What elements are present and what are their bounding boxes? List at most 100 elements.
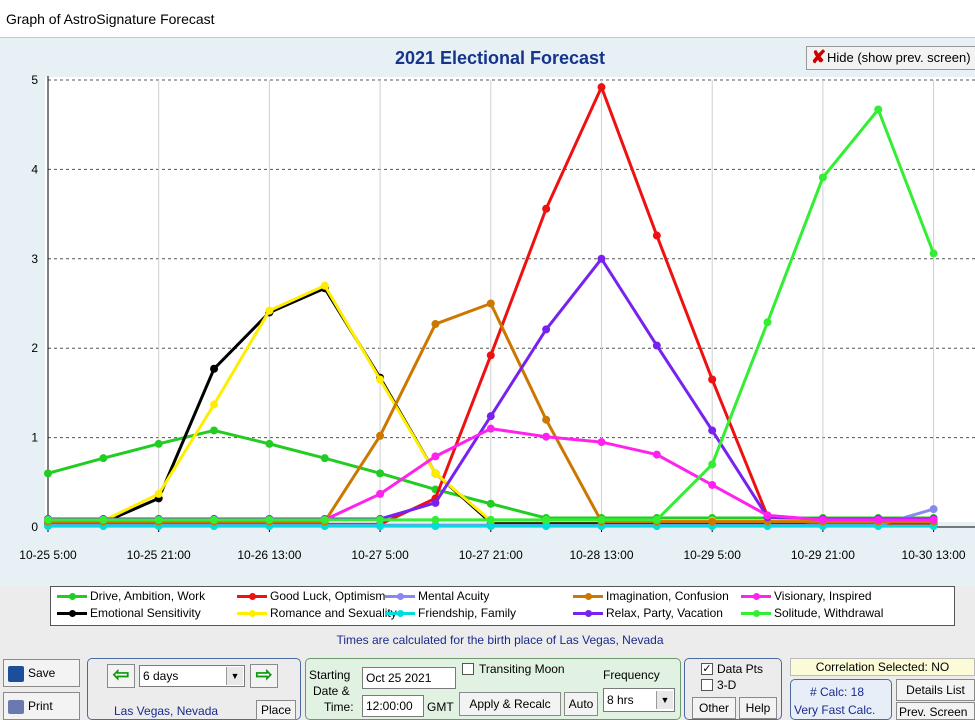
data-point — [708, 480, 717, 489]
data-point — [818, 173, 827, 182]
data-point — [652, 450, 661, 459]
data-point — [874, 515, 883, 524]
title-bar: Graph of AstroSignature Forecast — [0, 0, 975, 38]
y-tick-label: 4 — [31, 162, 38, 176]
auto-button[interactable]: Auto — [564, 692, 598, 716]
transiting-moon-checkbox[interactable] — [462, 663, 474, 675]
data-point — [652, 231, 661, 240]
prev-screen-label: Prev. Screen — [899, 705, 968, 719]
legend-swatch — [573, 610, 603, 618]
data-point — [486, 515, 495, 524]
data-point — [486, 522, 495, 531]
legend-label: Good Luck, Optimism — [270, 589, 386, 603]
data-point — [818, 515, 827, 524]
legend-label: Friendship, Family — [418, 606, 517, 620]
plot-background — [45, 77, 975, 522]
legend-item: Friendship, Family — [385, 606, 516, 620]
data-point — [542, 325, 551, 334]
data-point — [597, 254, 606, 263]
correlation-status: Correlation Selected: NO — [790, 658, 975, 676]
legend-swatch — [57, 593, 87, 601]
data-point — [376, 522, 385, 531]
legend-item: Emotional Sensitivity — [57, 606, 201, 620]
x-tick-label: 10-29 5:00 — [683, 548, 741, 562]
hide-button[interactable]: ✘ Hide (show prev. screen) — [806, 46, 975, 70]
data-point — [44, 469, 52, 478]
data-point — [486, 299, 495, 308]
data-point — [320, 515, 329, 524]
prev-arrow-button[interactable]: ⇦ — [107, 664, 135, 688]
gmt-label: GMT — [427, 700, 454, 714]
data-point — [376, 515, 385, 524]
data-point — [210, 426, 219, 435]
start-date-input[interactable]: Oct 25 2021 — [362, 667, 456, 689]
data-point — [376, 375, 385, 384]
data-point — [154, 489, 163, 498]
data-point — [929, 249, 938, 258]
chart-legend: Drive, Ambition, Work Good Luck, Optimism… — [50, 586, 955, 626]
data-point — [376, 431, 385, 440]
data-point — [542, 204, 551, 213]
data-point — [210, 400, 219, 409]
data-point — [376, 489, 385, 498]
legend-label: Emotional Sensitivity — [90, 606, 201, 620]
data-point — [210, 515, 219, 524]
save-button[interactable]: Save — [3, 659, 80, 687]
data-point — [265, 515, 274, 524]
data-pts-checkbox[interactable]: ✓ — [701, 663, 713, 675]
y-tick-label: 3 — [31, 252, 38, 266]
prev-screen-button[interactable]: Prev. Screen — [896, 702, 975, 720]
data-point — [99, 454, 108, 463]
frequency-label: Frequency — [603, 668, 660, 682]
legend-item: Relax, Party, Vacation — [573, 606, 723, 620]
data-point — [929, 505, 938, 514]
data-point — [597, 83, 606, 92]
window-title: Graph of AstroSignature Forecast — [6, 11, 215, 27]
data-point — [763, 318, 772, 327]
print-button[interactable]: Print — [3, 692, 80, 720]
three-d-checkbox[interactable] — [701, 679, 713, 691]
start-time-input[interactable]: 12:00:00 — [362, 695, 424, 717]
legend-swatch — [573, 593, 603, 601]
data-point — [44, 515, 52, 524]
x-tick-label: 10-29 21:00 — [791, 548, 855, 562]
frequency-select[interactable]: 8 hrs ▼ — [603, 688, 675, 712]
legend-label: Mental Acuity — [418, 589, 490, 603]
data-point — [486, 412, 495, 421]
forecast-chart: 0 1 2 3 4 5 10-25 5:00 10-25 21:00 10-26 13:00 10… — [19, 73, 975, 562]
other-button[interactable]: Other — [692, 697, 736, 719]
y-tick-label: 0 — [31, 520, 38, 534]
place-button-label: Place — [260, 703, 292, 717]
print-button-label: Print — [28, 699, 53, 713]
printer-icon — [8, 699, 24, 714]
data-point — [99, 515, 108, 524]
x-tick-label: 10-27 21:00 — [459, 548, 523, 562]
data-point — [320, 281, 329, 290]
place-name: Las Vegas, Nevada — [114, 704, 219, 718]
place-button[interactable]: Place — [256, 700, 296, 720]
help-button[interactable]: Help — [739, 697, 777, 719]
right-arrow-icon: ⇨ — [255, 664, 273, 686]
y-tick-label: 1 — [31, 431, 38, 445]
data-point — [542, 522, 551, 531]
frequency-select-value: 8 hrs — [607, 693, 634, 707]
data-point — [708, 517, 717, 526]
legend-swatch — [741, 593, 771, 601]
span-select[interactable]: 6 days ▼ — [139, 665, 245, 687]
legend-item: Mental Acuity — [385, 589, 489, 603]
data-point — [431, 522, 440, 531]
data-point — [265, 306, 274, 315]
legend-swatch — [237, 610, 267, 618]
next-arrow-button[interactable]: ⇨ — [250, 664, 278, 688]
details-list-label: Details List — [906, 683, 965, 697]
chevron-down-icon: ▼ — [656, 691, 673, 709]
y-tick-label: 5 — [31, 73, 38, 87]
apply-recalc-button[interactable]: Apply & Recalc — [459, 692, 561, 716]
auto-button-label: Auto — [568, 697, 594, 711]
data-point — [708, 460, 717, 469]
close-icon: ✘ — [811, 47, 827, 67]
data-point — [154, 439, 163, 448]
details-list-button[interactable]: Details List — [896, 679, 975, 701]
data-point — [652, 515, 661, 524]
data-point — [652, 341, 661, 350]
